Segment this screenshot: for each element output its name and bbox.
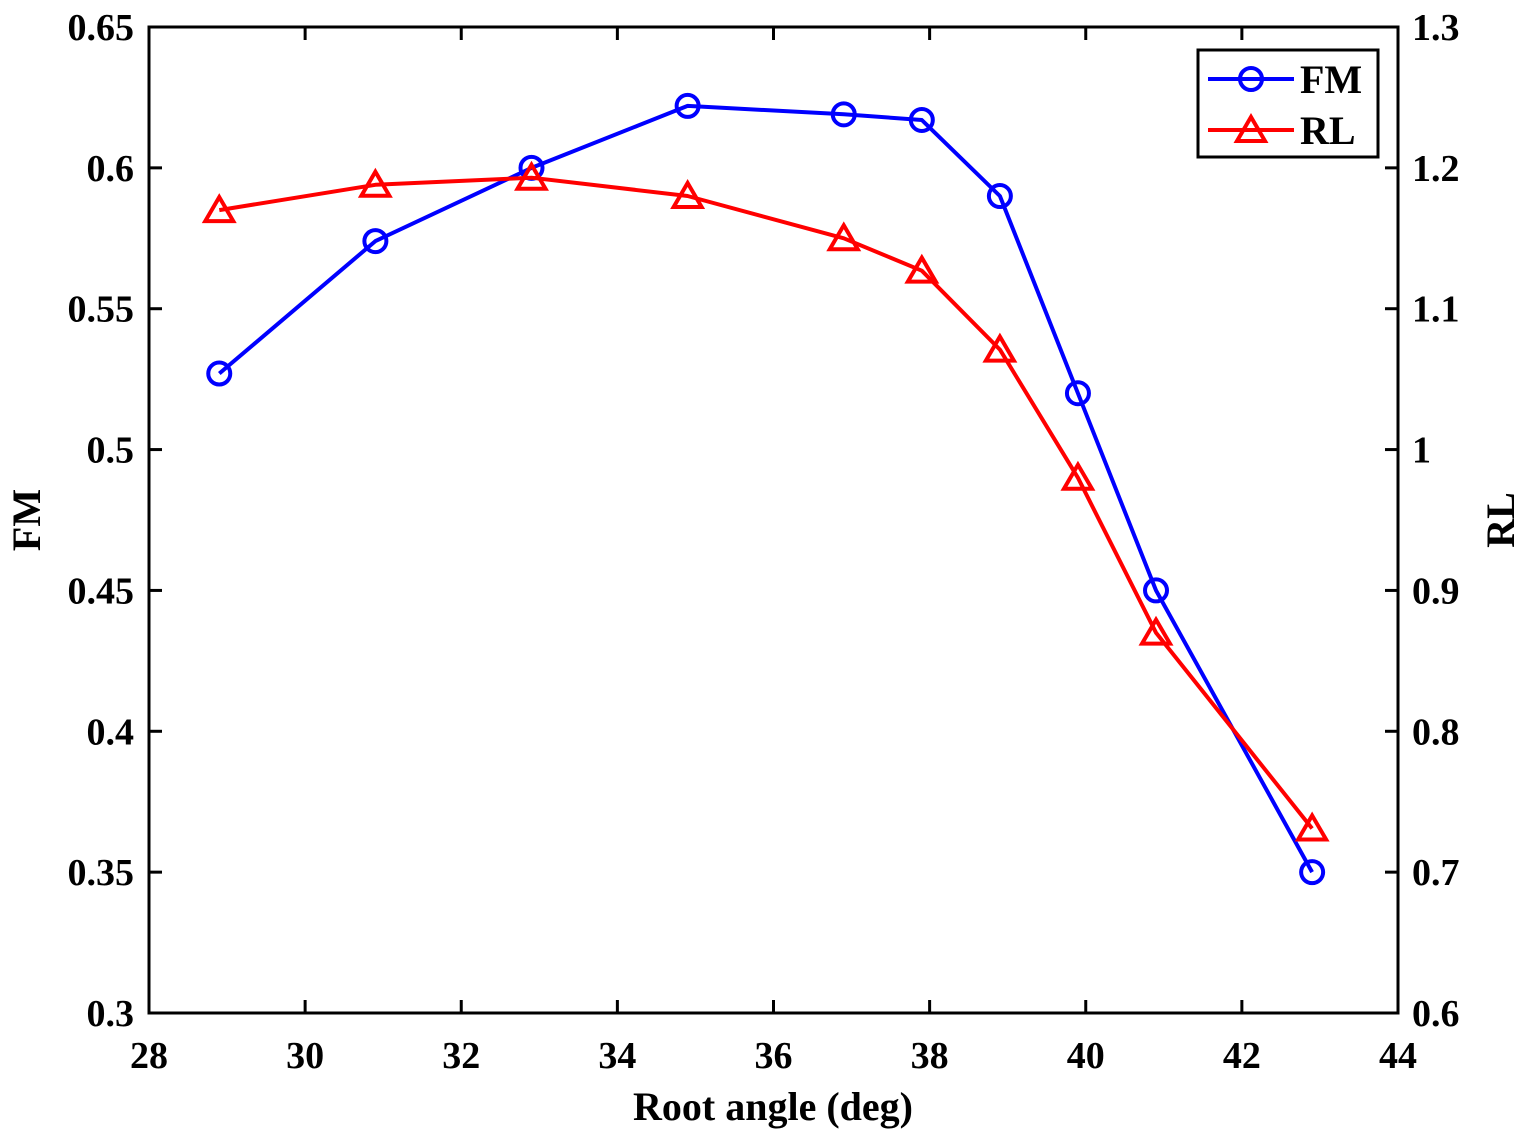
rl-point xyxy=(1138,615,1174,646)
y-left-tick-label: 0.6 xyxy=(87,148,135,190)
x-tick-label: 40 xyxy=(1067,1035,1105,1077)
y-right-tick-label: 0.6 xyxy=(1412,993,1460,1035)
fm-point xyxy=(908,106,935,133)
plot-area xyxy=(149,27,1398,1013)
rl-point xyxy=(1294,811,1330,842)
legend: FM RL xyxy=(1196,48,1380,159)
x-tick-label: 28 xyxy=(130,1035,168,1077)
y-left-tick-label: 0.5 xyxy=(87,430,135,472)
rl-point xyxy=(357,167,393,198)
y-right-tick-label: 1.3 xyxy=(1412,7,1460,49)
y-left-tick-label: 0.35 xyxy=(68,852,135,894)
fm-point xyxy=(1064,380,1091,407)
rl-point xyxy=(1060,460,1096,491)
fm-point xyxy=(674,92,701,119)
fm-point xyxy=(362,228,389,255)
legend-label-rl: RL xyxy=(1300,108,1356,153)
plot-frame xyxy=(147,25,1400,1015)
y-right-tick-label: 0.7 xyxy=(1412,852,1460,894)
y-left-tick-label: 0.3 xyxy=(87,993,135,1035)
fm-point xyxy=(1143,577,1170,604)
x-tick-label: 34 xyxy=(598,1035,636,1077)
y-right-tick-label: 0.9 xyxy=(1412,570,1460,612)
fm-point xyxy=(1299,859,1326,886)
tick-labels: 28 30 32 34 36 38 40 42 44 0.3 0.35 0.4 0.45 0.5 0.55 0… xyxy=(68,7,1460,1077)
x-tick-label: 38 xyxy=(911,1035,949,1077)
rl-point xyxy=(201,193,237,224)
x-tick-label: 36 xyxy=(755,1035,793,1077)
rl-point xyxy=(904,253,940,284)
fm-point xyxy=(986,183,1013,210)
series-rl xyxy=(201,160,1330,842)
y-right-tick-label: 0.8 xyxy=(1412,711,1460,753)
y-right-tick-label: 1.1 xyxy=(1412,289,1460,331)
legend-box xyxy=(1196,48,1380,159)
x-tick-label: 32 xyxy=(442,1035,480,1077)
x-tick-label: 42 xyxy=(1223,1035,1261,1077)
rl-line xyxy=(218,175,1314,830)
rl-point xyxy=(514,160,549,191)
fm-point xyxy=(830,101,857,128)
rl-point xyxy=(982,332,1018,363)
y-right-tick-label: 1.2 xyxy=(1412,148,1460,190)
legend-entry-fm: FM xyxy=(1208,57,1362,102)
fm-line xyxy=(218,103,1314,874)
y-axis-left-title: FM xyxy=(4,489,49,551)
y-right-tick-label: 1 xyxy=(1412,430,1431,472)
rl-point xyxy=(670,179,706,210)
legend-label-fm: FM xyxy=(1300,57,1362,102)
y-left-tick-label: 0.4 xyxy=(87,711,135,753)
y-axis-right-title: RL xyxy=(1478,492,1523,548)
fm-point xyxy=(206,360,233,387)
y-left-tick-label: 0.45 xyxy=(68,570,135,612)
y-left-tick-label: 0.55 xyxy=(68,289,135,331)
x-tick-label: 44 xyxy=(1379,1035,1417,1077)
y-left-tick-label: 0.65 xyxy=(68,7,135,49)
data-series xyxy=(201,92,1330,886)
legend-entry-rl: RL xyxy=(1208,108,1356,153)
x-tick-label: 30 xyxy=(286,1035,324,1077)
x-axis-title: Root angle (deg) xyxy=(633,1084,913,1129)
rl-point xyxy=(826,221,862,252)
